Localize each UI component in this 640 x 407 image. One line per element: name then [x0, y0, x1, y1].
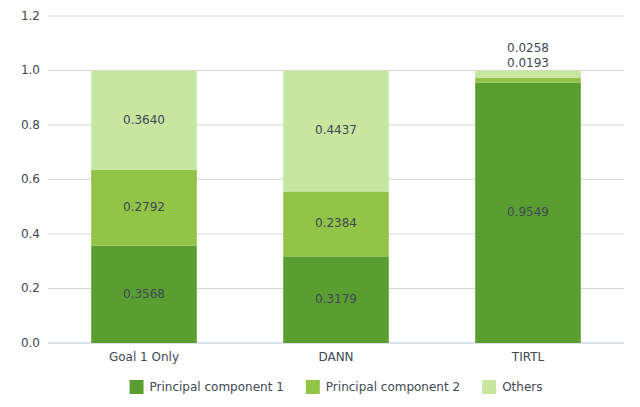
chart: 0.00.20.40.60.81.01.20.35680.27920.36400… [0, 0, 640, 407]
bar-segment [91, 246, 197, 343]
legend-label: Principal component 1 [150, 380, 284, 394]
legend-swatch [306, 380, 320, 394]
bars [91, 71, 581, 344]
bar-segment [475, 71, 581, 78]
legend-item: Principal component 1 [130, 380, 284, 395]
data-label: 0.0193 [507, 56, 549, 70]
grid-line [48, 16, 624, 17]
y-tick-label: 0.6 [21, 172, 40, 186]
x-tick-label: TIRTL [511, 350, 545, 364]
data-label: 0.0258 [507, 41, 549, 55]
y-tick-label: 0.2 [21, 281, 40, 295]
legend-swatch [130, 380, 144, 394]
bar-segment [91, 71, 197, 170]
x-tick-label: DANN [318, 350, 353, 364]
y-tick-label: 0.0 [21, 336, 40, 350]
data-labels: 0.3568 0.2792 0.3640 0.3179 0.2384 0.4437 0.95… [123, 41, 549, 307]
bar-segment [475, 78, 581, 83]
bar-segment [283, 256, 389, 343]
legend-item: Others [482, 380, 542, 395]
data-label: 0.3640 [123, 113, 165, 127]
bar-segment [475, 83, 581, 343]
y-tick-label: 1.0 [21, 63, 40, 77]
data-label: 0.2384 [315, 216, 357, 230]
bar-segment [283, 191, 389, 256]
legend-swatch [482, 380, 496, 394]
y-tick-label: 1.2 [21, 9, 40, 23]
legend: Principal component 1 Principal component… [130, 380, 543, 395]
x-axis: Goal 1 Only DANN TIRTL [109, 350, 545, 364]
data-label: 0.4437 [315, 123, 357, 137]
data-label: 0.9549 [507, 205, 549, 219]
legend-label: Principal component 2 [326, 380, 460, 394]
data-label: 0.3568 [123, 287, 165, 301]
bar-segment [283, 71, 389, 192]
bar-segment [91, 170, 197, 246]
y-tick-label: 0.4 [21, 227, 40, 241]
y-axis: 0.0 0.2 0.4 0.6 0.8 1.0 1.2 [21, 9, 624, 350]
data-label: 0.3179 [315, 292, 357, 306]
legend-item: Principal component 2 [306, 380, 460, 395]
y-tick-label: 0.8 [21, 118, 40, 132]
data-label: 0.2792 [123, 200, 165, 214]
legend-label: Others [502, 380, 542, 394]
x-tick-label: Goal 1 Only [109, 350, 179, 364]
